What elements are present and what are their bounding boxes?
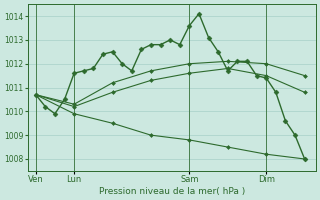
X-axis label: Pression niveau de la mer( hPa ): Pression niveau de la mer( hPa ) xyxy=(99,187,245,196)
